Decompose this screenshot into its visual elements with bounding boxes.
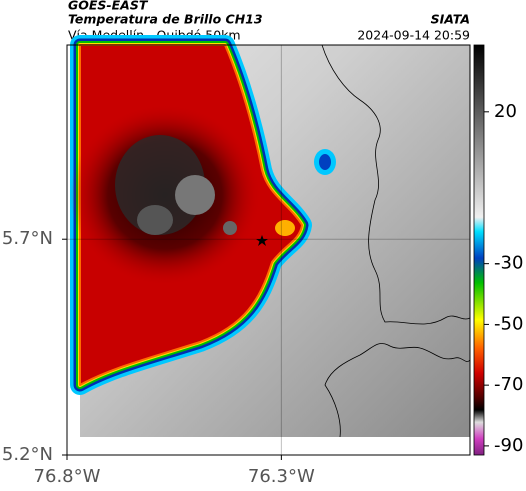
axes <box>66 44 471 456</box>
subtitle: Temperatura de Brillo CH13 <box>68 12 263 27</box>
lon-tick-label: 76.3°W <box>248 466 315 487</box>
lat-tick-label: 5.7°N <box>2 228 53 249</box>
colorbar-tick-label: -90 <box>494 435 523 456</box>
lon-tick-label: 76.8°W <box>34 466 101 487</box>
colorbar <box>473 44 485 456</box>
satellite-image <box>70 35 471 438</box>
colorbar-tick-label: -30 <box>494 253 523 274</box>
colorbar-tick-label: -70 <box>494 374 523 395</box>
title: GOES-EAST <box>68 0 149 13</box>
colorbar-tick-label: -50 <box>494 313 523 334</box>
timestamp: 2024-09-14 20:59 <box>357 28 470 43</box>
colorbar-tick-label: 20 <box>494 101 517 122</box>
source: SIATA <box>431 12 470 27</box>
lat-tick-label: 5.2°N <box>2 444 53 465</box>
